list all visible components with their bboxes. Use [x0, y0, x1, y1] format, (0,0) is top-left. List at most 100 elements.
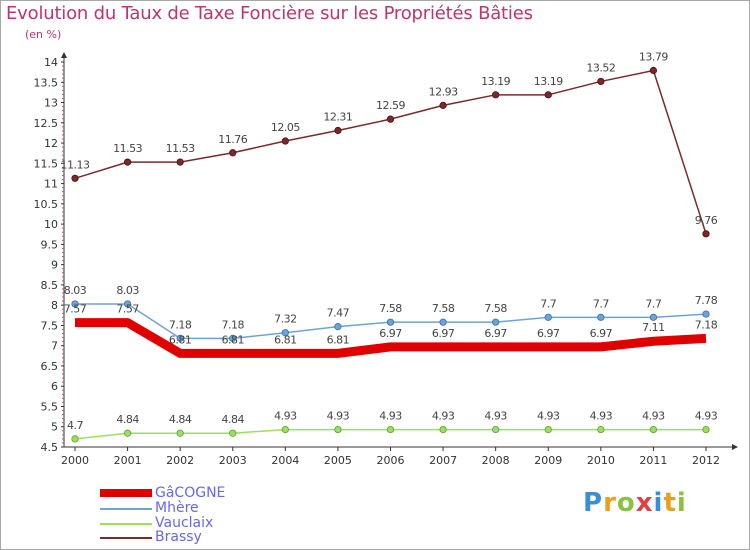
y-tick-label: 9.5	[41, 238, 59, 251]
data-label: 11.13	[61, 158, 90, 171]
data-label: 7.18	[695, 318, 718, 331]
data-label: 6.97	[590, 327, 613, 340]
data-label: 7.58	[379, 302, 402, 315]
data-point	[334, 126, 342, 135]
data-point	[176, 429, 184, 437]
data-point	[492, 318, 500, 326]
data-label: 4.84	[169, 413, 192, 426]
y-tick-label: 12.5	[34, 117, 59, 130]
data-label: 6.97	[537, 327, 560, 340]
data-label: 6.81	[169, 333, 192, 346]
y-tick-label: 10	[44, 218, 58, 231]
data-label: 6.97	[484, 327, 507, 340]
legend-label-brassy: Brassy	[155, 529, 202, 545]
logo-letter: i	[676, 488, 687, 518]
data-label: 4.84	[222, 413, 245, 426]
data-label: 12.05	[271, 121, 300, 134]
data-point	[71, 435, 79, 443]
data-label: 13.19	[481, 75, 510, 88]
y-tick-label: 14	[44, 56, 58, 69]
y-tick-label: 13.5	[34, 76, 59, 89]
data-point	[544, 425, 552, 434]
x-tick-label: 2011	[639, 454, 667, 467]
data-label: 11.53	[113, 142, 142, 155]
data-label: 8.03	[116, 284, 139, 297]
y-tick-label: 11.5	[34, 157, 59, 170]
legend-label-mhere: Mhère	[155, 500, 199, 516]
data-point	[597, 313, 605, 321]
logo-letter: t	[663, 488, 677, 518]
y-tick-label: 9	[51, 259, 58, 272]
y-axis-unit: (en %)	[25, 28, 62, 41]
logo-letter: i	[653, 488, 664, 518]
data-label: 7.7	[540, 297, 556, 310]
data-point	[492, 425, 500, 434]
x-axis-arrow	[732, 444, 738, 450]
data-label: 12.93	[429, 85, 458, 98]
data-point	[439, 101, 447, 109]
legend-label-gacogne: GâCOGNE	[155, 485, 226, 501]
data-label: 7.7	[645, 297, 661, 310]
data-point	[544, 313, 552, 321]
data-label: 13.19	[534, 75, 563, 88]
y-tick-label: 8.5	[41, 279, 59, 292]
x-tick-label: 2003	[219, 454, 247, 467]
data-label: 4.7	[67, 419, 83, 432]
data-point	[386, 318, 395, 326]
data-point	[281, 137, 289, 145]
data-label: 7.78	[695, 294, 718, 307]
legend-label-vauclaix: Vauclaix	[155, 515, 214, 531]
data-label: 11.53	[166, 142, 195, 155]
y-tick-label: 7	[51, 340, 58, 353]
data-label: 11.76	[218, 133, 247, 146]
data-point	[176, 158, 184, 166]
y-tick-label: 13	[44, 97, 58, 110]
data-point	[386, 425, 395, 434]
data-label: 7.57	[64, 303, 87, 316]
y-tick-label: 6	[51, 380, 58, 393]
data-label: 13.79	[639, 51, 668, 64]
data-point	[71, 300, 79, 308]
data-point	[386, 115, 395, 123]
x-tick-label: 2002	[166, 454, 194, 467]
chart-title: Evolution du Taux de Taxe Foncière sur l…	[6, 3, 533, 24]
data-point	[702, 230, 710, 238]
data-point	[123, 158, 132, 166]
x-tick-label: 2009	[534, 454, 562, 467]
data-label: 4.93	[379, 410, 402, 423]
data-label: 13.52	[586, 61, 615, 74]
data-point	[281, 329, 289, 337]
data-point	[649, 66, 658, 75]
y-tick-label: 8	[51, 299, 58, 312]
y-tick-label: 5	[51, 421, 58, 434]
data-label: 7.57	[116, 303, 139, 316]
y-tick-label: 6.5	[41, 360, 59, 373]
x-tick-label: 2006	[377, 454, 405, 467]
logo-letter: o	[616, 488, 636, 518]
data-label: 4.93	[274, 410, 297, 423]
data-label: 7.58	[432, 302, 455, 315]
data-point	[229, 429, 237, 437]
data-label: 6.81	[274, 333, 297, 346]
proxiti-logo: Proxiti	[583, 488, 687, 518]
series-line-gcogne	[75, 318, 707, 358]
data-point	[439, 318, 447, 326]
x-tick-label: 2010	[587, 454, 615, 467]
data-point	[597, 425, 605, 434]
data-label: 6.81	[222, 333, 245, 346]
data-label: 7.47	[327, 307, 350, 320]
data-label: 4.84	[116, 413, 139, 426]
data-label: 12.59	[376, 99, 405, 112]
logo-letter: x	[635, 488, 654, 518]
logo-letter: P	[583, 488, 604, 518]
data-label: 7.18	[222, 318, 245, 331]
data-point	[649, 425, 658, 434]
data-label: 9.76	[695, 214, 718, 227]
y-axis-arrow	[61, 52, 67, 58]
data-label: 8.03	[64, 284, 87, 297]
x-tick-label: 2008	[482, 454, 510, 467]
data-label: 7.7	[593, 297, 609, 310]
y-tick-label: 11	[44, 178, 58, 191]
data-point	[71, 174, 79, 182]
